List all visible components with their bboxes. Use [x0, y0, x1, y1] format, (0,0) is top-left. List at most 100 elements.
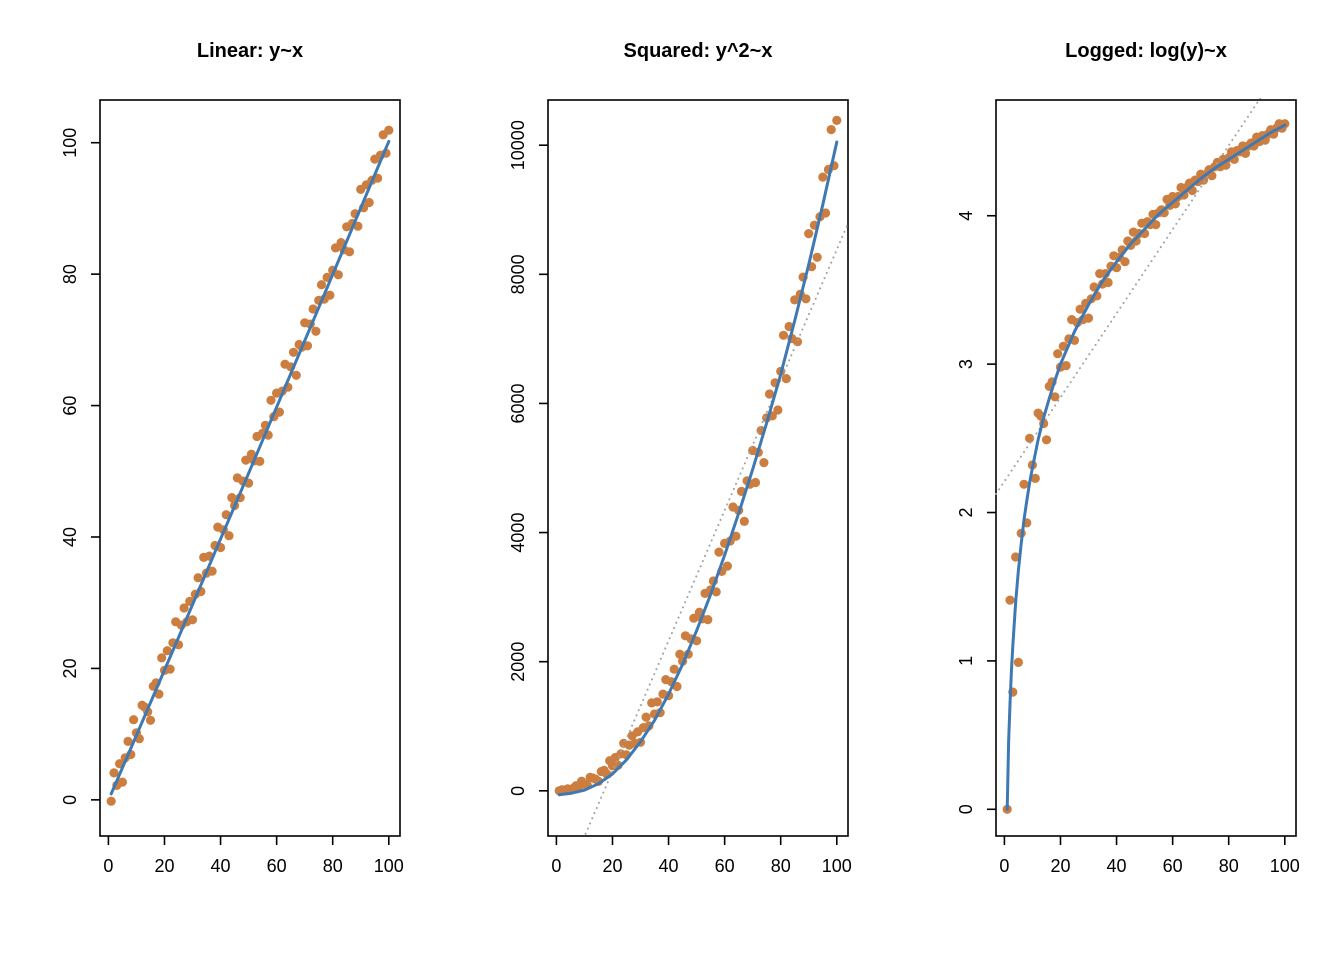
data-point	[1005, 595, 1015, 605]
data-point	[308, 304, 318, 314]
x-tick-label: 0	[999, 856, 1009, 876]
data-point	[1103, 277, 1113, 288]
y-tick-label: 40	[60, 527, 80, 547]
data-point	[157, 653, 167, 663]
data-point	[1120, 257, 1130, 267]
loess-fit-line	[1005, 123, 1287, 811]
data-point	[669, 664, 679, 674]
data-point	[266, 395, 276, 405]
data-point	[145, 715, 156, 725]
data-point	[739, 516, 749, 527]
x-tick-label: 40	[211, 856, 231, 876]
data-point	[364, 197, 374, 208]
data-point	[675, 649, 685, 659]
y-tick-label: 2	[956, 508, 976, 518]
data-point	[193, 573, 203, 583]
data-point	[109, 768, 119, 778]
y-tick-label: 0	[956, 804, 976, 814]
data-point	[826, 125, 836, 135]
points-layer	[1002, 119, 1290, 814]
data-point	[106, 796, 116, 806]
y-tick-label: 80	[60, 264, 80, 284]
data-point	[778, 330, 789, 340]
y-axis: 0 20 40 60 80 100	[60, 128, 100, 805]
data-point	[801, 294, 811, 304]
y-tick-label: 0	[508, 786, 528, 796]
plot-title-squared: Squared: y^2~x	[623, 40, 773, 62]
y-tick-label: 2000	[508, 642, 528, 682]
plot-box	[99, 99, 401, 837]
data-point	[117, 777, 127, 787]
data-point	[227, 493, 237, 503]
data-point	[344, 247, 355, 257]
data-point	[722, 561, 732, 571]
data-point	[781, 374, 791, 384]
plot-title-logged: Logged: log(y)~x	[1065, 40, 1227, 62]
fit-line	[109, 139, 391, 796]
x-axis: 0 20 40 60 80 100	[103, 836, 404, 876]
x-tick-label: 0	[103, 856, 113, 876]
panel-squared: Squared: y^2~x 0 20 40 60 80 100 0 2000 4000 6000…	[448, 0, 896, 960]
x-tick-label: 100	[374, 856, 404, 876]
data-point	[714, 547, 724, 557]
data-point	[316, 280, 327, 290]
x-tick-label: 100	[822, 856, 852, 876]
data-point	[291, 370, 301, 380]
data-point	[1019, 479, 1029, 489]
data-point	[1041, 435, 1052, 445]
data-point	[1151, 220, 1161, 230]
data-point	[689, 613, 699, 623]
x-tick-label: 60	[715, 856, 735, 876]
y-tick-label: 1	[956, 656, 976, 666]
data-point	[123, 736, 133, 747]
plot-box	[547, 99, 849, 837]
panel-logged: Logged: log(y)~x 0 20 40 60 80 100 0 1 2 3 4	[896, 0, 1344, 960]
data-point	[1011, 552, 1021, 562]
linear-scatter-plot: 0 20 40 60 80 100 0 20 40 60 80 100	[60, 99, 404, 876]
plot-box	[995, 99, 1297, 837]
plot-title-linear: Linear: y~x	[196, 40, 304, 62]
y-axis: 0 1 2 3 4	[956, 211, 996, 814]
data-point	[1061, 361, 1071, 371]
data-point	[207, 566, 217, 576]
data-point	[790, 295, 800, 305]
data-point	[1030, 473, 1040, 483]
x-tick-label: 20	[602, 856, 622, 876]
data-point	[764, 389, 775, 399]
data-point	[832, 115, 842, 125]
data-point	[336, 238, 346, 248]
data-point	[773, 405, 783, 415]
data-point	[792, 337, 803, 347]
data-point	[165, 664, 175, 674]
data-point	[731, 531, 741, 541]
data-point	[162, 646, 172, 656]
y-tick-label: 0	[60, 795, 80, 805]
data-point	[241, 455, 251, 465]
x-tick-label: 40	[659, 856, 679, 876]
y-tick-label: 10000	[508, 120, 528, 170]
x-axis: 0 20 40 60 80 100	[551, 836, 852, 876]
data-point	[759, 458, 769, 468]
x-axis: 0 20 40 60 80 100	[999, 836, 1300, 876]
y-tick-label: 3	[956, 359, 976, 369]
y-tick-label: 20	[60, 658, 80, 678]
data-point	[1013, 657, 1023, 668]
data-point	[750, 477, 761, 488]
data-point	[179, 603, 189, 613]
panel-linear: Linear: y~x 0 20 40 60 80 100 0 20 40 60 80 100	[0, 0, 448, 960]
x-tick-label: 60	[1163, 856, 1183, 876]
data-point	[703, 615, 713, 625]
data-point	[821, 208, 831, 218]
logged-scatter-plot: 0 20 40 60 80 100 0 1 2 3 4	[956, 98, 1300, 876]
data-point	[641, 712, 651, 722]
x-tick-label: 80	[323, 856, 343, 876]
data-point	[129, 715, 139, 725]
data-point	[333, 270, 343, 280]
y-tick-label: 8000	[508, 254, 528, 294]
linear-reference-line	[995, 98, 1262, 495]
y-tick-label: 60	[60, 396, 80, 416]
x-tick-label: 40	[1107, 856, 1127, 876]
x-tick-label: 0	[551, 856, 561, 876]
data-point	[1053, 349, 1063, 359]
